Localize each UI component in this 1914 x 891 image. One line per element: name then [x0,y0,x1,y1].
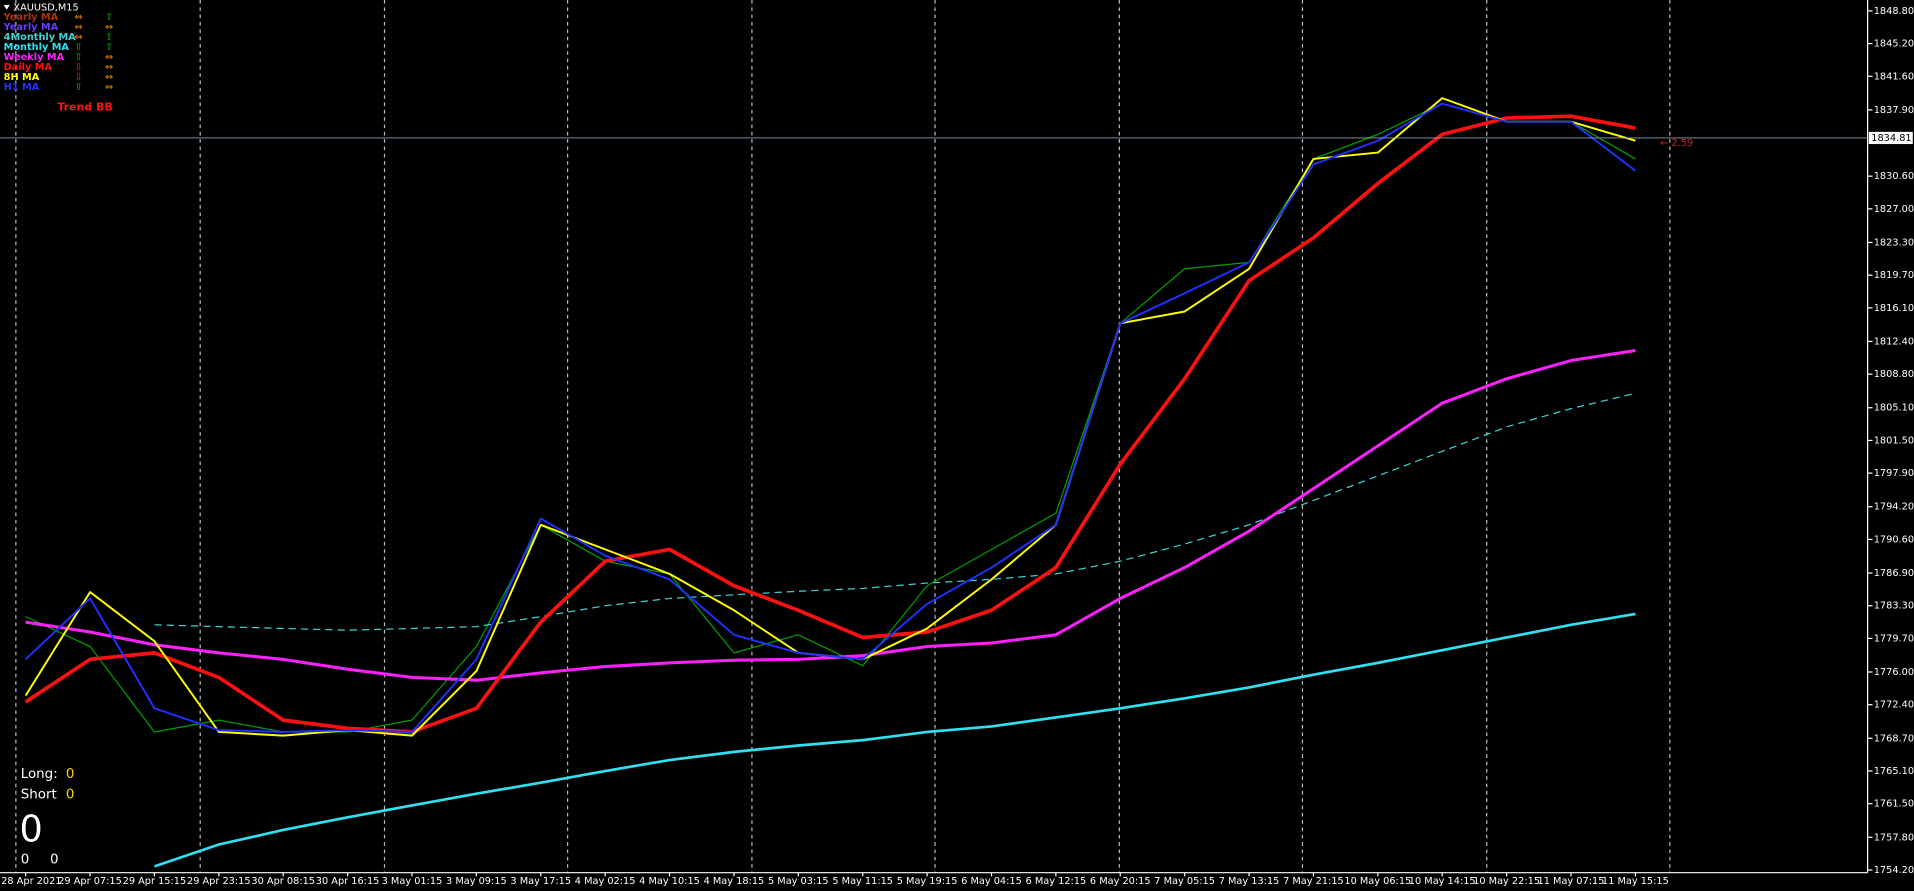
legend-signal: ⇧ [105,32,113,43]
long-value: 0 [66,767,75,782]
legend-signal: ⇧ [74,82,82,93]
x-tick-label: 10 May 06:15 [1344,876,1411,887]
legend-label: Monthly MA [4,42,70,53]
ma-line [24,102,1637,733]
x-tick-label: 4 May 02:15 [575,876,636,887]
legend-signal: ⇧ [74,52,82,63]
y-tick-label: 1786.90 [1874,568,1914,579]
y-tick-label: 1772.40 [1874,700,1914,711]
y-tick-label: 1783.30 [1874,601,1914,612]
x-tick-label: 5 May 03:15 [768,876,829,887]
x-tick-label: 10 May 14:15 [1409,876,1476,887]
x-tick-label: 29 Apr 23:15 [187,876,251,887]
symbol-title: XAUUSD,M15 [13,2,78,13]
x-tick-label: 7 May 05:15 [1154,876,1215,887]
long-label: Long: [21,767,58,782]
y-tick-label: 1827.00 [1874,204,1914,215]
current-price-label: 1834.81 [1871,133,1911,144]
legend-signal: ⇔ [105,52,113,63]
legend-label: H1 MA [4,82,40,93]
legend-signal: ⇩ [74,62,82,73]
y-tick-label: 1848.80 [1874,6,1914,17]
legend-label: Yearly MA [3,22,59,33]
x-tick-label: 28 Apr 2021 [1,876,61,887]
y-tick-label: 1816.10 [1874,303,1914,314]
x-tick-label: 4 May 18:15 [704,876,765,887]
y-tick-label: 1776.00 [1874,667,1914,678]
ma-line [154,392,1636,631]
x-tick-label: 5 May 11:15 [832,876,893,887]
y-tick-label: 1779.70 [1874,633,1914,644]
y-tick-label: 1801.50 [1874,435,1914,446]
total-value: 0 [20,808,43,851]
x-tick-label: 10 May 22:15 [1473,876,1540,887]
x-tick-label: 3 May 17:15 [510,876,571,887]
y-tick-label: 1757.80 [1874,832,1914,843]
y-tick-label: 1794.20 [1874,502,1914,513]
y-tick-label: 1797.90 [1874,468,1914,479]
legend-label: 4Monthly MA [4,32,77,43]
y-tick-label: 1823.30 [1874,237,1914,248]
y-tick-label: 1765.10 [1874,766,1914,777]
x-tick-label: 7 May 13:15 [1219,876,1280,887]
legend-label: 8H MA [4,72,40,83]
legend-signal: ⇔ [105,72,113,83]
x-tick-label: 30 Apr 16:15 [316,876,380,887]
x-tick-label: 6 May 20:15 [1090,876,1151,887]
menu-triangle[interactable] [3,4,10,10]
y-tick-label: 1761.50 [1874,799,1914,810]
x-tick-label: 7 May 21:15 [1283,876,1344,887]
x-tick-label: 5 May 19:15 [897,876,958,887]
spread-label: ← 2.59 [1660,138,1693,149]
x-tick-label: 6 May 04:15 [961,876,1022,887]
y-tick-label: 1768.70 [1874,733,1914,744]
bottom-left-value: 0 [21,852,30,867]
legend-signal: ⇩ [74,72,82,83]
y-tick-label: 1808.80 [1874,369,1914,380]
legend-signal: ⇔ [74,12,82,23]
legend-signal: ⇧ [74,42,82,53]
y-tick-label: 1830.60 [1874,171,1914,182]
y-tick-label: 1812.40 [1874,336,1914,347]
y-tick-label: 1837.90 [1874,105,1914,116]
y-tick-label: 1841.60 [1874,71,1914,82]
legend-signal: ⇧ [105,12,113,23]
x-tick-label: 6 May 12:15 [1026,876,1087,887]
period-separators [15,0,1671,873]
x-tick-label: 3 May 01:15 [382,876,443,887]
legend-label: Weekly MA [4,52,65,63]
short-label: Short [21,788,57,803]
ma-line [153,612,1636,868]
y-tick-label: 1805.10 [1874,403,1914,414]
trend-label: Trend BB [57,100,112,113]
short-value: 0 [66,788,75,803]
current-price-box [1868,131,1913,145]
x-tick-label: 29 Apr 15:15 [123,876,187,887]
legend-signal: ⇧ [105,42,113,53]
y-tick-label: 1845.20 [1874,39,1914,50]
legend-label: Yearly MA [3,12,59,23]
y-tick-label: 1790.60 [1874,534,1914,545]
legend-signal: ⇔ [105,22,113,33]
x-tick-label: 11 May 07:15 [1538,876,1605,887]
x-tick-label: 29 Apr 07:15 [58,876,122,887]
legend-label: Daily MA [4,62,53,73]
bottom-right-value: 0 [50,852,59,867]
y-tick-label: 1754.20 [1874,865,1914,876]
x-tick-label: 11 May 15:15 [1602,876,1669,887]
ma-line [24,114,1636,734]
y-tick-label: 1819.70 [1874,270,1914,281]
legend-signal: ⇔ [74,32,82,43]
legend-signal: ⇔ [105,62,113,73]
legend-signal: ⇔ [105,82,113,93]
x-tick-label: 4 May 10:15 [639,876,700,887]
x-tick-label: 30 Apr 08:15 [251,876,315,887]
x-tick-label: 3 May 09:15 [446,876,507,887]
legend-signal: ⇔ [74,22,82,33]
ma-line [25,349,1636,682]
